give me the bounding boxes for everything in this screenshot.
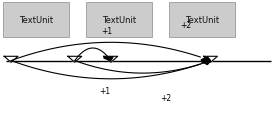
Text: TextUnit: TextUnit — [102, 16, 136, 25]
Polygon shape — [201, 61, 211, 65]
Polygon shape — [4, 57, 18, 63]
FancyBboxPatch shape — [169, 3, 235, 37]
Text: TextUnit: TextUnit — [185, 16, 219, 25]
Text: TextUnit: TextUnit — [19, 16, 53, 25]
Text: +2: +2 — [161, 93, 172, 102]
Polygon shape — [204, 57, 217, 63]
FancyBboxPatch shape — [86, 3, 152, 37]
Polygon shape — [201, 57, 211, 61]
Text: +1: +1 — [100, 86, 111, 95]
Text: +2: +2 — [180, 20, 191, 29]
Text: +1: +1 — [101, 27, 112, 36]
Polygon shape — [68, 57, 82, 63]
Polygon shape — [201, 61, 211, 65]
FancyBboxPatch shape — [3, 3, 69, 37]
Polygon shape — [104, 57, 118, 63]
Polygon shape — [104, 57, 113, 61]
